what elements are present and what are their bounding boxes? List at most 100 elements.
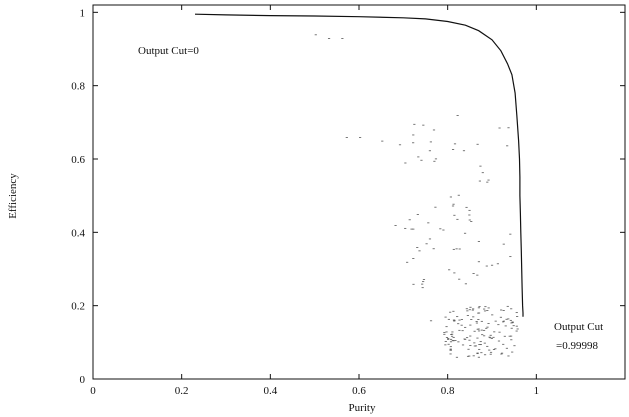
scatter-point: [468, 214, 471, 216]
scatter-point: [477, 319, 480, 320]
scatter-point: [513, 345, 516, 347]
scatter-point: [494, 348, 497, 350]
scatter-point: [476, 352, 479, 354]
scatter-point: [429, 320, 433, 322]
scatter-point: [476, 353, 479, 355]
scatter-point: [456, 115, 459, 116]
scatter-point: [439, 228, 442, 230]
scatter-point: [483, 335, 486, 337]
scatter-point: [413, 123, 416, 125]
scatter-point: [458, 319, 461, 321]
scatter-point: [450, 334, 453, 335]
scatter-point: [444, 316, 447, 318]
scatter-point: [482, 329, 486, 331]
scatter-point: [508, 335, 511, 337]
scatter-point: [449, 348, 452, 350]
scatter-point: [455, 356, 459, 358]
scatter-point: [498, 127, 501, 129]
annotation-output-cut-label: Output Cut: [554, 321, 603, 333]
scatter-point: [510, 308, 513, 310]
scatter-point: [478, 344, 481, 345]
scatter-point: [502, 243, 505, 245]
scatter-point: [478, 348, 481, 350]
scatter-point: [497, 340, 501, 342]
scatter-point: [480, 352, 483, 354]
scatter-point: [500, 352, 504, 354]
scatter-point: [476, 274, 479, 276]
scatter-point: [467, 348, 470, 350]
scatter-point: [417, 156, 420, 158]
scatter-point: [460, 324, 463, 326]
plot-frame: [92, 4, 626, 380]
scatter-point: [464, 338, 467, 340]
scatter-point: [469, 324, 472, 326]
scatter-point: [477, 261, 481, 263]
scatter-point: [477, 356, 480, 358]
scatter-point: [474, 345, 478, 347]
x-axis-label: Purity: [349, 402, 376, 414]
scatter-point: [516, 328, 519, 330]
y-tick-label: 0.2: [71, 301, 85, 313]
scatter-point: [472, 308, 475, 310]
scatter-point: [410, 228, 413, 230]
scatter-point: [457, 323, 460, 325]
scatter-point: [502, 320, 505, 322]
scatter-point: [488, 349, 491, 351]
scatter-point: [465, 308, 468, 310]
scatter-point: [475, 322, 479, 324]
scatter-point: [314, 34, 317, 36]
scatter-point: [447, 318, 450, 320]
series-layer: [194, 13, 524, 317]
scatter-point: [468, 339, 471, 341]
scatter-point: [464, 283, 467, 285]
scatter-point: [502, 310, 505, 311]
scatter-point: [510, 339, 513, 341]
scatter-point: [484, 306, 487, 308]
scatter-point: [478, 306, 481, 308]
scatter-point: [452, 248, 455, 250]
scatter-point: [516, 316, 519, 317]
scatter-point: [468, 309, 471, 311]
scatter-point: [416, 214, 419, 215]
scatter-point: [510, 327, 513, 329]
scatter-point: [465, 206, 468, 208]
scatter-point: [447, 338, 450, 340]
scatter-point: [476, 328, 479, 330]
scatter-point: [477, 240, 480, 242]
scatter-point: [456, 316, 459, 318]
scatter-point: [479, 344, 482, 346]
scatter-point: [452, 336, 455, 338]
scatter-point: [432, 129, 436, 131]
scatter-point: [489, 353, 492, 355]
scatter-point: [404, 227, 407, 229]
scatter-point: [434, 158, 438, 160]
scatter-point: [502, 343, 505, 345]
scatter-point: [496, 263, 499, 265]
scatter-point: [483, 342, 486, 344]
scatter-point: [473, 330, 476, 332]
scatter-point: [461, 344, 465, 346]
scatter-point: [483, 310, 487, 312]
scatter-point: [464, 326, 467, 328]
scatter-point: [449, 341, 453, 343]
scatter-point: [359, 137, 362, 138]
scatter-point: [454, 340, 457, 342]
y-tick-label: 0.6: [71, 154, 85, 166]
scatter-point: [500, 353, 503, 355]
scatter-point: [477, 330, 481, 332]
scatter-point: [421, 287, 424, 289]
scatter-point: [487, 179, 490, 181]
scatter-point: [444, 344, 447, 346]
scatter-point: [494, 320, 497, 322]
scatter-point: [499, 316, 503, 318]
scatter-point: [443, 331, 446, 333]
scatter-point: [469, 345, 472, 347]
scatter-point: [458, 329, 461, 331]
series-line: [194, 13, 524, 317]
scatter-point: [500, 309, 503, 311]
scatter-point: [492, 349, 496, 350]
scatter-point: [470, 319, 473, 320]
scatter-point: [453, 272, 456, 274]
scatter-point: [433, 160, 436, 162]
